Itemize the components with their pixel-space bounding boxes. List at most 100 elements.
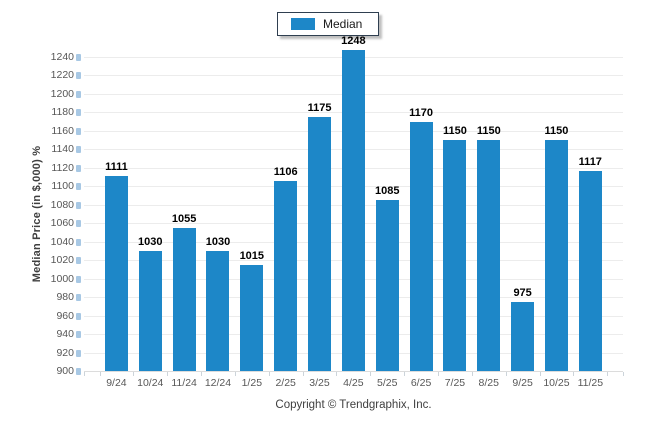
- bar-value-label: 1030: [138, 235, 163, 248]
- bar[interactable]: [375, 200, 399, 371]
- y-tick: [76, 201, 81, 209]
- x-tick: [302, 372, 304, 376]
- bar-value-label: 1150: [544, 125, 569, 138]
- bar-value-label: 1055: [171, 212, 197, 225]
- bar[interactable]: [240, 264, 264, 371]
- y-tick: [76, 127, 81, 135]
- y-tick-label: 1060: [50, 217, 74, 230]
- y-tick: [76, 312, 81, 320]
- y-tick: [76, 183, 81, 191]
- x-tick: [539, 372, 541, 376]
- x-tick: [167, 372, 169, 376]
- x-tick: [471, 372, 473, 376]
- bar-value-label: 1170: [409, 106, 433, 119]
- x-tick-label: 10/24: [137, 377, 164, 389]
- y-tick-label: 1240: [50, 51, 74, 63]
- bar-value-label: 1111: [105, 161, 128, 174]
- x-tick-label: 1/25: [241, 377, 263, 389]
- y-tick-label: 1000: [50, 272, 74, 285]
- bar-value-label: 1150: [476, 125, 501, 138]
- x-tick: [623, 372, 624, 376]
- bar[interactable]: [308, 117, 332, 371]
- x-tick: [370, 372, 372, 376]
- bar[interactable]: [274, 180, 298, 371]
- x-tick-label: 4/25: [343, 377, 364, 389]
- bar-value-label: 1015: [239, 249, 265, 262]
- x-tick-label: 10/25: [543, 377, 570, 389]
- x-tick: [607, 372, 609, 376]
- y-tick-label: 1200: [50, 87, 74, 100]
- x-tick-label: 12/24: [204, 377, 232, 389]
- x-tick-label: 6/25: [410, 377, 432, 389]
- bar[interactable]: [477, 140, 501, 371]
- bar[interactable]: [206, 250, 230, 371]
- y-tick-label: 1100: [51, 180, 74, 193]
- x-tick: [133, 372, 135, 376]
- legend-label: Median: [323, 17, 363, 31]
- bar[interactable]: [341, 49, 365, 371]
- y-tick: [76, 90, 81, 98]
- y-tick: [76, 238, 81, 246]
- y-tick: [76, 146, 81, 154]
- y-tick: [76, 275, 81, 283]
- x-tick-label: 5/25: [377, 377, 398, 389]
- y-tick: [76, 368, 81, 375]
- y-tick-label: 1040: [50, 235, 74, 248]
- bar[interactable]: [544, 140, 568, 371]
- bar-value-label: 1175: [307, 102, 332, 115]
- y-tick: [76, 220, 81, 228]
- x-tick-label: 11/24: [171, 377, 197, 389]
- y-tick-label: 1120: [51, 161, 74, 174]
- bar[interactable]: [138, 250, 162, 371]
- bar-value-label: 1248: [341, 34, 366, 47]
- bar-value-label: 975: [513, 286, 532, 299]
- y-tick-label: 1180: [51, 106, 74, 119]
- x-tick-label: 2/25: [275, 377, 296, 389]
- y-tick: [76, 164, 81, 172]
- bar-value-label: 1085: [374, 185, 400, 198]
- x-tick: [573, 372, 575, 376]
- x-tick: [336, 372, 338, 376]
- y-tick-label: 1020: [50, 254, 74, 267]
- legend-swatch-median: [291, 18, 315, 30]
- y-tick-label: 980: [56, 291, 74, 304]
- x-tick: [99, 372, 101, 376]
- y-tick-label: 940: [56, 328, 74, 341]
- x-axis-baseline: [84, 371, 623, 372]
- x-tick: [201, 372, 203, 376]
- x-tick-label: 3/25: [309, 377, 330, 389]
- y-tick-label: 1140: [51, 143, 74, 156]
- x-tick: [84, 372, 85, 376]
- y-tick: [76, 257, 81, 265]
- bar[interactable]: [409, 121, 433, 371]
- y-tick-label: 900: [56, 365, 74, 377]
- x-tick-label: 7/25: [444, 377, 466, 389]
- bar-value-label: 1150: [442, 125, 467, 138]
- y-tick-label: 920: [56, 346, 74, 359]
- bar[interactable]: [104, 176, 128, 371]
- bar[interactable]: [511, 301, 535, 371]
- y-tick-label: 1160: [51, 124, 74, 137]
- bar[interactable]: [578, 170, 602, 371]
- x-tick: [404, 372, 406, 376]
- y-tick-label: 960: [56, 309, 74, 322]
- y-tick: [76, 349, 81, 357]
- legend-box[interactable]: Median: [277, 12, 380, 36]
- y-tick: [76, 294, 81, 302]
- bar[interactable]: [443, 140, 467, 371]
- y-tick: [76, 331, 81, 339]
- x-tick: [505, 372, 507, 376]
- y-tick-label: 1220: [50, 69, 74, 82]
- bar[interactable]: [172, 227, 196, 371]
- x-tick: [438, 372, 439, 376]
- x-tick-label: 9/24: [106, 377, 127, 389]
- x-tick-label: 9/25: [512, 377, 533, 389]
- x-tick-label: 11/25: [577, 377, 604, 389]
- y-tick: [76, 109, 81, 117]
- copyright-text: Copyright © Trendgraphix, Inc.: [275, 399, 432, 411]
- bar-value-label: 1117: [578, 155, 602, 168]
- bar-value-label: 1106: [273, 165, 298, 178]
- x-tick-label: 8/25: [478, 377, 499, 389]
